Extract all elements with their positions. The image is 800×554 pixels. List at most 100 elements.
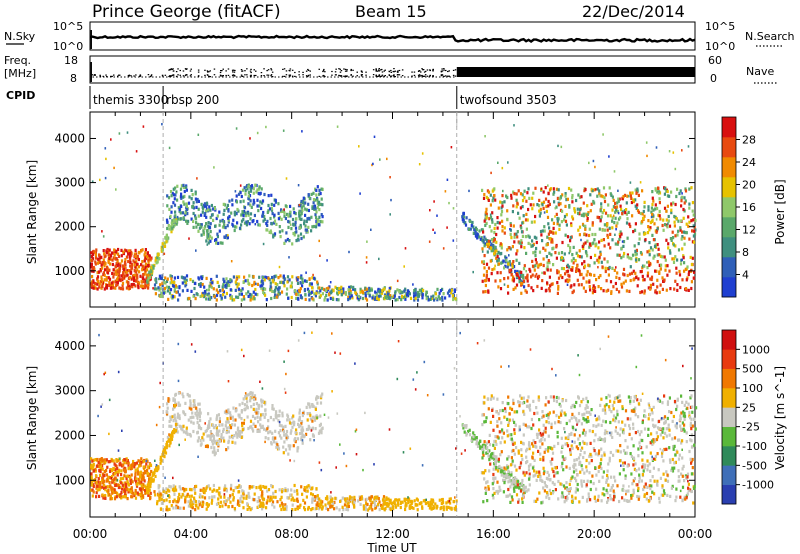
echo-cell bbox=[265, 222, 268, 226]
echo-cell bbox=[285, 231, 288, 235]
echo-cell bbox=[174, 186, 177, 190]
echo-cell bbox=[186, 288, 189, 292]
echo-cell bbox=[465, 216, 468, 220]
echo-cell bbox=[338, 508, 341, 512]
echo-cell bbox=[179, 211, 182, 215]
echo-cell bbox=[533, 235, 536, 239]
echo-cell bbox=[219, 294, 222, 298]
echo-cell bbox=[527, 207, 530, 212]
echo-cell bbox=[589, 193, 592, 197]
echo-cell bbox=[147, 491, 150, 495]
echo-cell bbox=[96, 275, 100, 279]
echo-cell bbox=[189, 416, 192, 420]
echo-cell bbox=[243, 209, 246, 214]
echo-cell bbox=[607, 288, 610, 292]
echo-cell bbox=[290, 281, 293, 285]
echo-cell bbox=[258, 185, 261, 189]
power-echo-layer bbox=[90, 112, 697, 302]
freq-dot bbox=[234, 69, 236, 72]
echo-cell bbox=[227, 408, 230, 412]
echo-cell bbox=[464, 223, 468, 227]
echo-cell bbox=[290, 429, 293, 433]
echo-cell bbox=[274, 288, 277, 292]
echo-cell bbox=[212, 483, 215, 488]
echo-cell bbox=[255, 486, 258, 490]
echo-cell bbox=[122, 463, 125, 467]
echo-cell bbox=[172, 506, 175, 510]
echo-cell bbox=[392, 507, 395, 511]
echo-cell bbox=[165, 285, 168, 289]
echo-cell bbox=[680, 237, 683, 241]
echo-cell bbox=[523, 264, 526, 268]
echo-cell bbox=[630, 196, 633, 200]
echo-cell bbox=[670, 190, 673, 194]
echo-cell bbox=[589, 273, 592, 277]
echo-cell bbox=[679, 189, 682, 193]
echo-cell bbox=[153, 287, 156, 291]
echo-cell bbox=[107, 490, 110, 494]
echo-cell bbox=[263, 217, 266, 222]
echo-cell bbox=[648, 253, 651, 257]
echo-cell bbox=[500, 210, 504, 214]
echo-cell bbox=[346, 504, 349, 508]
power-ylabel: Slant Range [km] bbox=[25, 160, 39, 264]
echo-cell bbox=[173, 289, 176, 293]
echo-cell bbox=[90, 285, 94, 289]
echo-cell bbox=[650, 215, 653, 219]
echo-cell bbox=[94, 260, 97, 264]
echo-cell bbox=[522, 267, 526, 271]
echo-cell bbox=[221, 423, 224, 427]
echo-cell bbox=[292, 420, 295, 424]
echo-cell bbox=[289, 210, 291, 213]
echo-cell bbox=[110, 281, 113, 285]
echo-cell bbox=[206, 434, 209, 438]
echo-cell bbox=[617, 211, 620, 215]
echo-cell bbox=[145, 255, 149, 259]
echo-cell bbox=[683, 196, 686, 200]
echo-cell bbox=[248, 292, 252, 297]
echo-cell bbox=[595, 242, 598, 246]
echo-cell bbox=[142, 459, 145, 463]
echo-cell bbox=[101, 478, 104, 483]
echo-cell bbox=[617, 240, 620, 244]
echo-cell bbox=[526, 218, 529, 222]
echo-cell bbox=[161, 248, 164, 252]
echo-cell bbox=[263, 427, 266, 431]
echo-cell bbox=[694, 218, 697, 223]
echo-cell bbox=[602, 133, 604, 136]
echo-cell bbox=[164, 451, 168, 455]
echo-cell bbox=[297, 446, 300, 450]
echo-cell bbox=[166, 435, 169, 440]
echo-cell bbox=[192, 500, 195, 504]
echo-cell bbox=[242, 506, 245, 510]
echo-cell bbox=[199, 284, 202, 288]
echo-cell bbox=[207, 412, 210, 416]
echo-cell bbox=[149, 481, 152, 485]
echo-cell bbox=[116, 491, 119, 495]
echo-cell bbox=[515, 252, 518, 256]
echo-cell bbox=[578, 249, 581, 253]
echo-cell bbox=[368, 496, 371, 500]
echo-cell bbox=[134, 254, 137, 258]
echo-cell bbox=[285, 212, 289, 216]
echo-cell bbox=[243, 408, 246, 412]
echo-cell bbox=[531, 259, 534, 263]
echo-cell bbox=[187, 394, 190, 398]
echo-cell bbox=[246, 502, 249, 506]
echo-cell bbox=[582, 212, 585, 216]
echo-cell bbox=[569, 239, 572, 243]
colorbar-tick-label: 8 bbox=[742, 246, 749, 259]
echo-cell bbox=[94, 458, 97, 462]
echo-cell bbox=[260, 206, 263, 211]
echo-cell bbox=[254, 397, 257, 401]
echo-cell bbox=[675, 217, 678, 221]
echo-cell bbox=[215, 238, 218, 242]
echo-cell bbox=[319, 202, 322, 206]
echo-cell bbox=[297, 234, 300, 238]
echo-cell bbox=[512, 287, 515, 291]
echo-cell bbox=[144, 269, 147, 273]
echo-cell bbox=[451, 294, 454, 298]
echo-cell bbox=[256, 204, 259, 208]
echo-cell bbox=[560, 258, 563, 262]
echo-cell bbox=[173, 276, 176, 280]
